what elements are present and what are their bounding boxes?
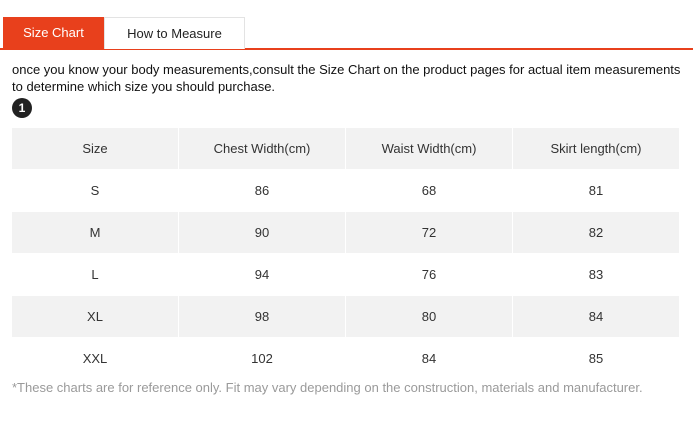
header-cell-skirt-length: Skirt length(cm): [513, 128, 679, 169]
chest-cell: 102: [251, 351, 273, 366]
chest-cell: 90: [179, 212, 345, 253]
step-number-badge: 1: [12, 98, 32, 118]
table-row: M 90 72 82: [12, 212, 679, 253]
header-cell-size: Size: [12, 128, 178, 169]
chest-cell: 94: [254, 267, 270, 282]
tab-bar: Size Chart How to Measure: [0, 0, 693, 50]
size-cell: S: [90, 183, 100, 198]
size-cell: XXL: [82, 351, 108, 366]
waist-cell: 84: [421, 351, 437, 366]
table-row: XXL 102 84 85: [12, 338, 679, 379]
skirt-length-cell: 81: [588, 183, 604, 198]
skirt-length-cell: 82: [513, 212, 679, 253]
table-row: XL 98 80 84: [12, 296, 679, 337]
skirt-length-cell: 83: [588, 267, 604, 282]
waist-cell: 68: [421, 183, 437, 198]
table-header-row: Size Chest Width(cm) Waist Width(cm) Ski…: [12, 128, 679, 169]
chest-cell: 98: [179, 296, 345, 337]
header-cell-waist-width: Waist Width(cm): [346, 128, 512, 169]
intro-text: once you know your body measurements,con…: [12, 62, 681, 94]
skirt-length-cell: 85: [588, 351, 604, 366]
skirt-length-cell: 84: [513, 296, 679, 337]
waist-cell: 72: [346, 212, 512, 253]
table-row: S 86 68 81: [12, 170, 679, 211]
waist-cell: 80: [346, 296, 512, 337]
size-cell: M: [12, 212, 178, 253]
chest-cell: 86: [254, 183, 270, 198]
header-cell-chest-width: Chest Width(cm): [179, 128, 345, 169]
reference-footnote: *These charts are for reference only. Fi…: [12, 380, 643, 395]
tab-size-chart[interactable]: Size Chart: [3, 17, 104, 49]
size-cell: L: [91, 267, 99, 282]
tab-how-to-measure[interactable]: How to Measure: [104, 17, 245, 49]
waist-cell: 76: [421, 267, 437, 282]
size-cell: XL: [12, 296, 178, 337]
table-row: L 94 76 83: [12, 254, 679, 295]
